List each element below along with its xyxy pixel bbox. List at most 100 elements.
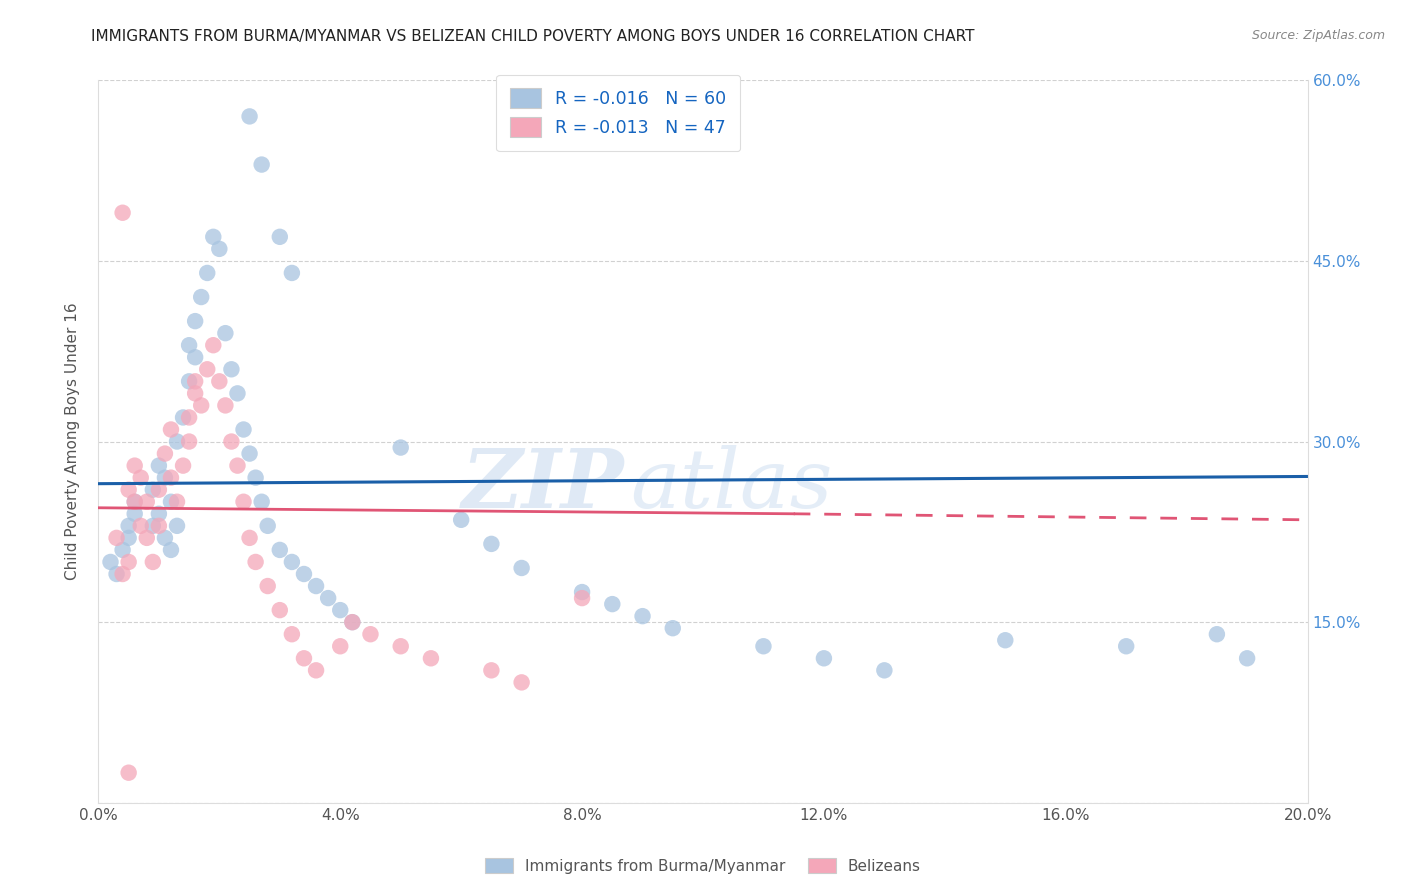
Point (148, 507, 170, 521)
Point (153, 531, 176, 545)
Point (389, 441, 412, 455)
Point (226, 386, 249, 401)
Point (571, 591, 593, 605)
Point (124, 494, 146, 508)
Point (195, 266, 218, 280)
Point (571, 585, 593, 599)
Point (481, 537, 503, 551)
Point (389, 639, 412, 653)
Point (329, 603, 352, 617)
Point (316, 591, 339, 605)
Point (124, 458, 146, 473)
Text: ZIP: ZIP (461, 445, 624, 524)
Y-axis label: Child Poverty Among Boys Under 16: Child Poverty Among Boys Under 16 (65, 302, 80, 581)
Point (221, 362, 243, 376)
Point (661, 621, 683, 635)
Point (420, 651, 443, 665)
Point (166, 494, 188, 508)
Point (481, 664, 503, 678)
Point (450, 513, 472, 527)
Point (179, 434, 201, 449)
Point (179, 338, 201, 352)
Point (305, 579, 328, 593)
Point (135, 531, 157, 545)
Point (250, 494, 273, 508)
Point (179, 410, 201, 425)
Point (305, 664, 328, 678)
Point (105, 567, 128, 582)
Point (994, 633, 1017, 648)
Point (281, 555, 304, 569)
Point (360, 627, 382, 641)
Point (245, 555, 267, 569)
Point (1115, 639, 1137, 653)
Point (124, 507, 146, 521)
Point (202, 338, 225, 352)
Point (129, 470, 152, 484)
Point (510, 675, 533, 690)
Point (124, 494, 146, 508)
Point (100, 555, 122, 569)
Legend: Immigrants from Burma/Myanmar, Belizeans: Immigrants from Burma/Myanmar, Belizeans (479, 852, 927, 880)
Point (129, 518, 152, 533)
Point (256, 579, 278, 593)
Point (172, 458, 194, 473)
Point (342, 615, 364, 630)
Point (148, 483, 170, 497)
Point (221, 434, 243, 449)
Point (510, 561, 533, 575)
Point (184, 386, 207, 401)
Point (250, 157, 273, 171)
Point (602, 597, 624, 611)
Point (245, 470, 267, 484)
Point (269, 542, 291, 557)
Point (1236, 651, 1258, 665)
Point (202, 230, 225, 244)
Legend: R = -0.016   N = 60, R = -0.013   N = 47: R = -0.016 N = 60, R = -0.013 N = 47 (496, 75, 741, 151)
Point (160, 470, 183, 484)
Point (292, 567, 315, 582)
Point (118, 518, 141, 533)
Point (160, 422, 183, 436)
Point (135, 494, 157, 508)
Point (232, 422, 254, 436)
Point (166, 434, 188, 449)
Point (184, 374, 207, 388)
Point (269, 603, 291, 617)
Text: Source: ZipAtlas.com: Source: ZipAtlas.com (1251, 29, 1385, 43)
Point (184, 350, 207, 364)
Point (239, 109, 262, 123)
Point (118, 531, 141, 545)
Point (239, 531, 262, 545)
Point (118, 555, 141, 569)
Point (148, 458, 170, 473)
Point (160, 494, 183, 508)
Point (166, 518, 188, 533)
Point (179, 374, 201, 388)
Point (190, 290, 212, 304)
Point (232, 494, 254, 508)
Point (148, 518, 170, 533)
Point (142, 518, 165, 533)
Point (153, 470, 176, 484)
Point (1206, 627, 1229, 641)
Point (118, 483, 141, 497)
Point (172, 410, 194, 425)
Point (111, 567, 134, 582)
Point (631, 609, 654, 624)
Point (292, 651, 315, 665)
Point (208, 374, 231, 388)
Point (142, 483, 165, 497)
Point (111, 205, 134, 219)
Point (281, 266, 304, 280)
Point (184, 314, 207, 328)
Point (118, 765, 141, 780)
Point (226, 458, 249, 473)
Point (111, 542, 134, 557)
Point (214, 326, 236, 340)
Point (813, 651, 835, 665)
Point (281, 627, 304, 641)
Point (239, 446, 262, 460)
Point (752, 639, 775, 653)
Point (105, 531, 128, 545)
